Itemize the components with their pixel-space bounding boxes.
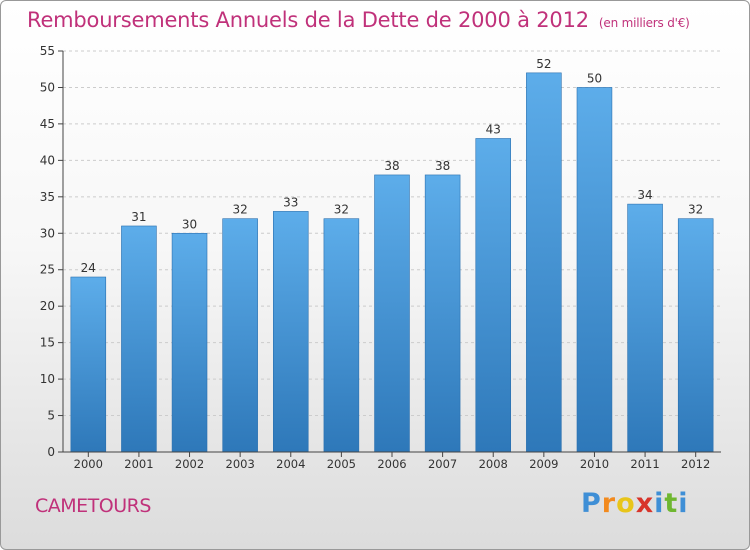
labels: 0 5 10 15 20 25 30 35 40 45 50 55 24 2000 31 2001 30 2002… (40, 44, 711, 471)
y-tick-label: 55 (40, 44, 55, 58)
bar (424, 174, 461, 453)
bar (121, 225, 157, 453)
bar-value-label: 31 (131, 210, 146, 224)
bar-value-label: 32 (688, 203, 703, 217)
chart-title-text: Remboursements Annuels de la Dette de 20… (27, 8, 589, 32)
bar (475, 138, 511, 453)
logo-letter: r (601, 488, 617, 519)
x-tick-label: 2010 (580, 457, 609, 471)
x-tick-label: 2003 (226, 457, 255, 471)
bar-value-label: 30 (182, 217, 197, 231)
logo-letter: i (678, 488, 689, 519)
x-tick-label: 2000 (74, 457, 103, 471)
bar-value-label: 34 (637, 188, 652, 202)
town-name: CAMETOURS (35, 495, 151, 517)
bar-value-label: 33 (283, 195, 298, 209)
y-tick-label: 25 (40, 263, 55, 277)
bar-value-label: 50 (587, 71, 602, 85)
bar (70, 276, 107, 453)
x-tick-label: 2009 (529, 457, 558, 471)
x-tick-label: 2006 (377, 457, 406, 471)
y-tick-label: 0 (47, 445, 55, 459)
bar-value-label: 38 (435, 159, 450, 173)
bar (323, 218, 360, 453)
y-tick-label: 15 (40, 336, 55, 350)
bar-value-label: 43 (486, 122, 501, 136)
y-tick-label: 35 (40, 190, 55, 204)
logo-letter: P (581, 488, 602, 519)
axes (58, 50, 721, 457)
y-tick-label: 30 (40, 226, 55, 240)
x-tick-label: 2008 (479, 457, 508, 471)
bar-value-label: 32 (233, 203, 248, 217)
proxiti-logo: Proxiti (581, 488, 689, 519)
logo-letter: o (616, 488, 636, 519)
chart-unit: (en milliers d'€) (598, 16, 690, 30)
bar (222, 218, 258, 453)
x-tick-label: 2004 (276, 457, 305, 471)
x-tick-label: 2002 (175, 457, 204, 471)
bar (576, 87, 613, 453)
x-tick-label: 2007 (428, 457, 457, 471)
y-tick-label: 45 (40, 117, 55, 131)
bar (677, 218, 714, 453)
y-tick-label: 10 (40, 372, 55, 386)
bar (627, 203, 663, 453)
y-tick-label: 50 (40, 80, 55, 94)
logo-letter: i (654, 488, 665, 519)
y-tick-label: 20 (40, 299, 55, 313)
bar-value-label: 32 (334, 203, 349, 217)
y-tick-label: 40 (40, 153, 55, 167)
bar-value-label: 38 (384, 159, 399, 173)
x-tick-label: 2001 (124, 457, 153, 471)
bar (374, 174, 410, 453)
logo-letter: x (635, 488, 655, 519)
bar-value-label: 52 (536, 57, 551, 71)
logo-letter: t (664, 488, 679, 519)
bars (70, 72, 714, 453)
x-tick-label: 2011 (630, 457, 659, 471)
bar (171, 232, 208, 453)
bar (526, 72, 562, 453)
x-tick-label: 2005 (327, 457, 356, 471)
chart-title: Remboursements Annuels de la Dette de 20… (27, 8, 690, 32)
y-tick-label: 5 (47, 409, 55, 423)
x-tick-label: 2012 (681, 457, 710, 471)
bar (273, 211, 309, 453)
bar-value-label: 24 (81, 261, 96, 275)
